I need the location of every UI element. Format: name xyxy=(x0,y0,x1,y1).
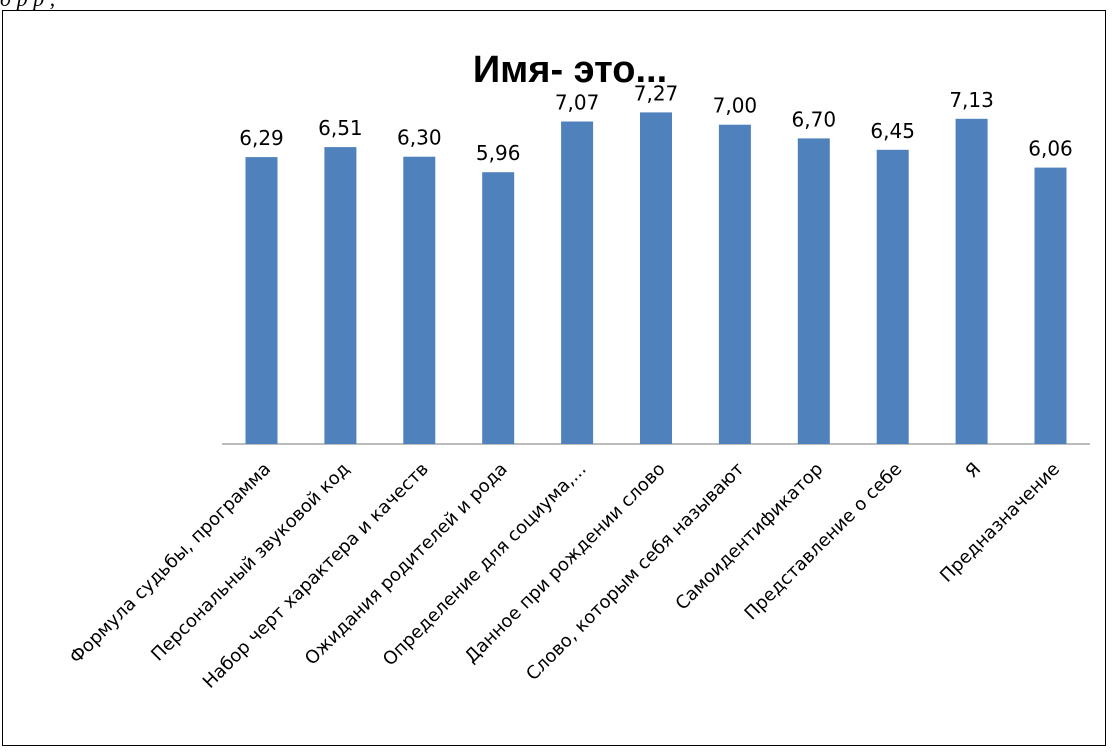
bar xyxy=(561,122,593,445)
bar xyxy=(246,157,278,444)
bar-value-label: 6,51 xyxy=(318,116,363,140)
bar-value-label: 6,30 xyxy=(397,126,442,150)
bar xyxy=(640,112,672,444)
bar xyxy=(1035,168,1067,444)
category-label: Предназначение xyxy=(936,459,1064,587)
bar-value-label: 7,00 xyxy=(713,94,758,118)
bar xyxy=(798,138,830,444)
bar-value-label: 7,13 xyxy=(949,88,994,112)
bar xyxy=(719,125,751,444)
bar-value-label: 7,07 xyxy=(555,91,600,115)
category-label: Я xyxy=(961,459,985,483)
bar xyxy=(877,150,909,444)
bar xyxy=(403,157,435,444)
category-label: Представление о себе xyxy=(741,459,907,625)
bar-value-label: 5,96 xyxy=(476,141,521,165)
bar xyxy=(482,172,514,444)
bar-value-label: 6,29 xyxy=(239,126,284,150)
bar xyxy=(324,147,356,444)
category-label: Самоидентификатор xyxy=(672,459,828,615)
bar-value-label: 6,45 xyxy=(870,119,915,143)
bars-group xyxy=(246,112,1067,444)
bar-value-label: 7,27 xyxy=(634,81,679,105)
bar-value-label: 6,70 xyxy=(792,107,837,131)
bar xyxy=(956,119,988,444)
bar-value-label: 6,06 xyxy=(1028,137,1073,161)
